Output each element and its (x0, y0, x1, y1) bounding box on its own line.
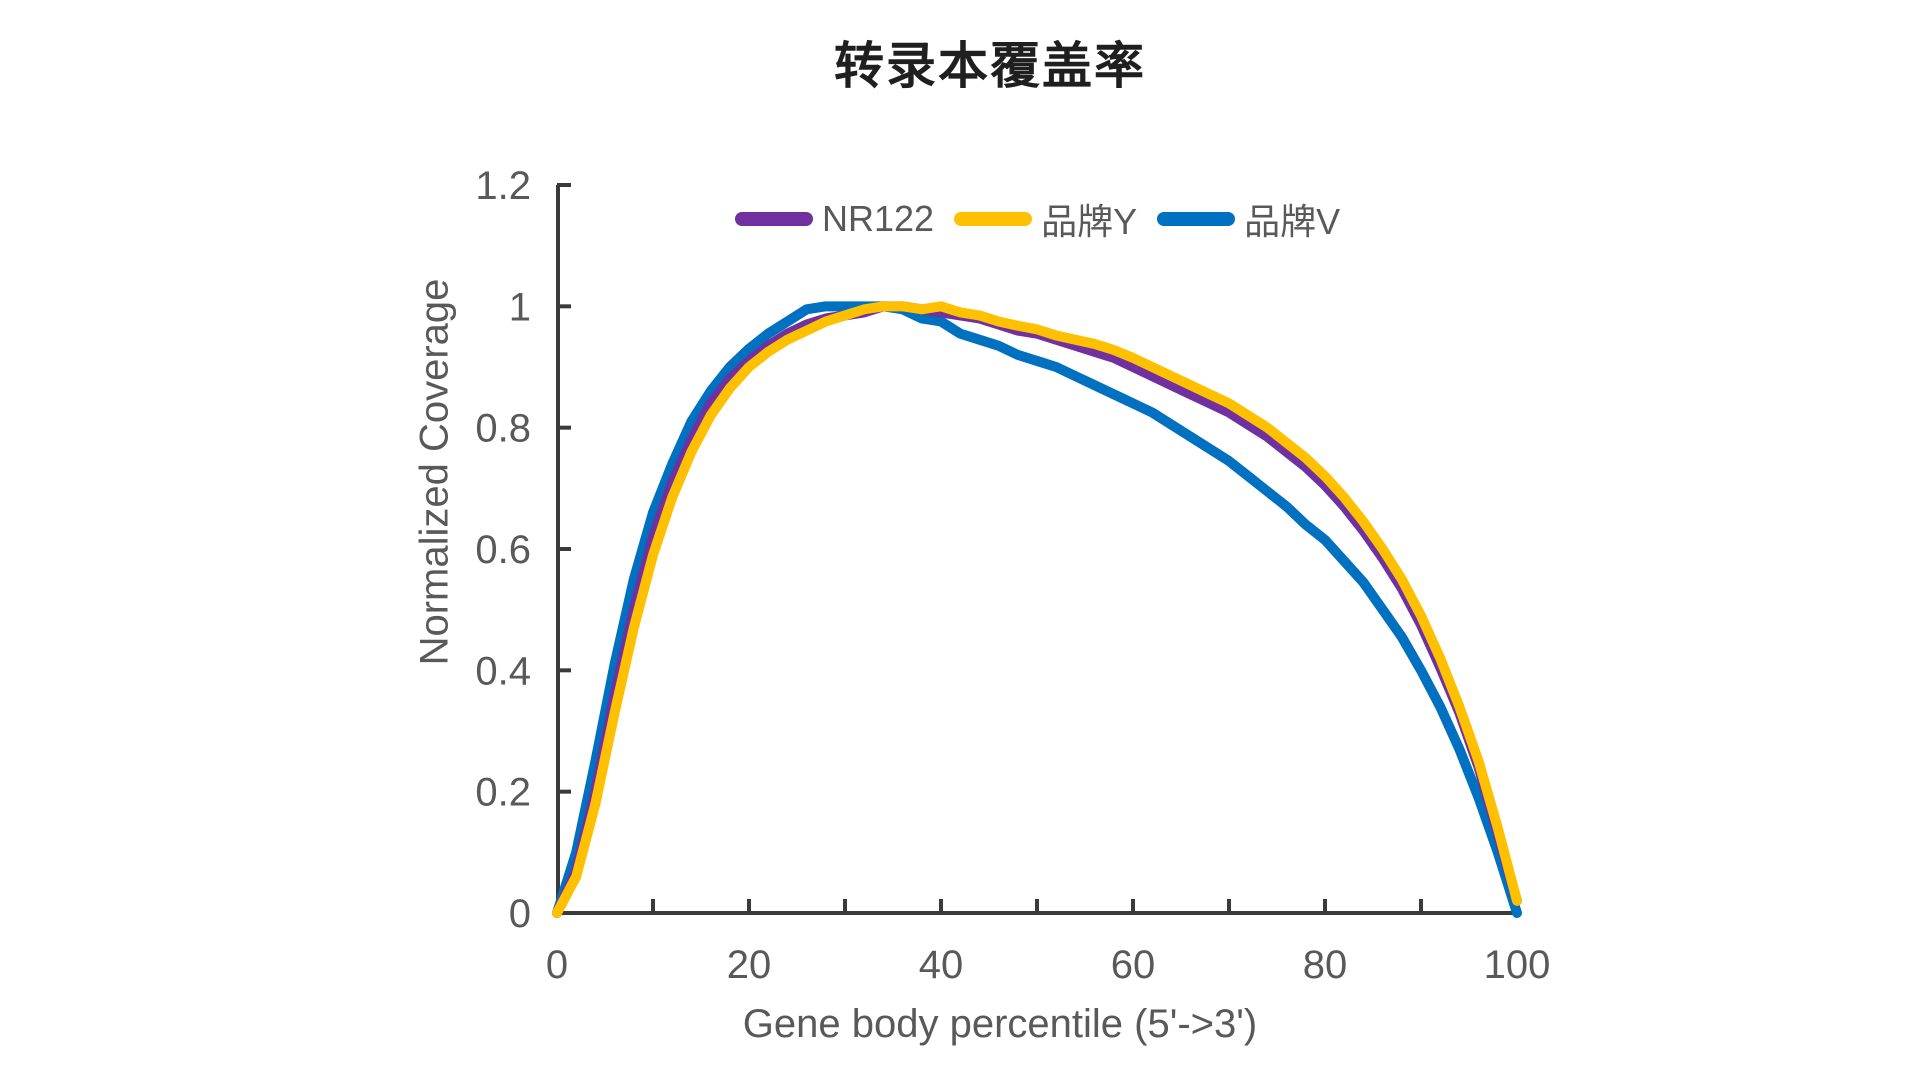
y-tick-label: 0.2 (475, 771, 531, 815)
legend-label-nr122: NR122 (822, 198, 935, 239)
legend-item-brand-y: 品牌Y (954, 193, 1137, 245)
y-tick-label: 0.8 (475, 407, 531, 451)
x-tick-label: 0 (546, 943, 568, 987)
y-axis-title: Normalized Coverage (412, 278, 457, 666)
y-tick-label: 0.6 (475, 528, 531, 572)
x-tick-label: 100 (1484, 943, 1551, 987)
x-axis-title: Gene body percentile (5'->3') (742, 1002, 1258, 1046)
brand-v-line-swatch-icon (1157, 212, 1236, 226)
nr122-line-swatch-icon (735, 212, 813, 226)
x-tick-label: 40 (919, 943, 964, 987)
legend-item-brand-v: 品牌V (1157, 193, 1340, 245)
legend-label-brand-v: 品牌V (1244, 201, 1341, 242)
x-tick-label: 60 (1111, 943, 1156, 987)
series-line-品牌V (552, 301, 1522, 918)
legend-label-brand-y: 品牌Y (1041, 201, 1138, 242)
y-tick-label: 0.4 (475, 649, 531, 693)
y-tick-label: 1 (509, 285, 531, 329)
legend-item-nr122: NR122 (735, 198, 934, 240)
x-tick-label: 80 (1303, 943, 1348, 987)
y-tick-label: 1.2 (475, 164, 531, 208)
chart-legend: NR122 品牌Y 品牌V (735, 198, 1340, 242)
x-tick-label: 20 (727, 943, 772, 987)
chart-title: 转录本覆盖率 (834, 38, 1146, 94)
brand-y-line-swatch-icon (954, 212, 1033, 226)
series-line-品牌Y (552, 301, 1522, 918)
y-tick-label: 0 (509, 892, 531, 936)
